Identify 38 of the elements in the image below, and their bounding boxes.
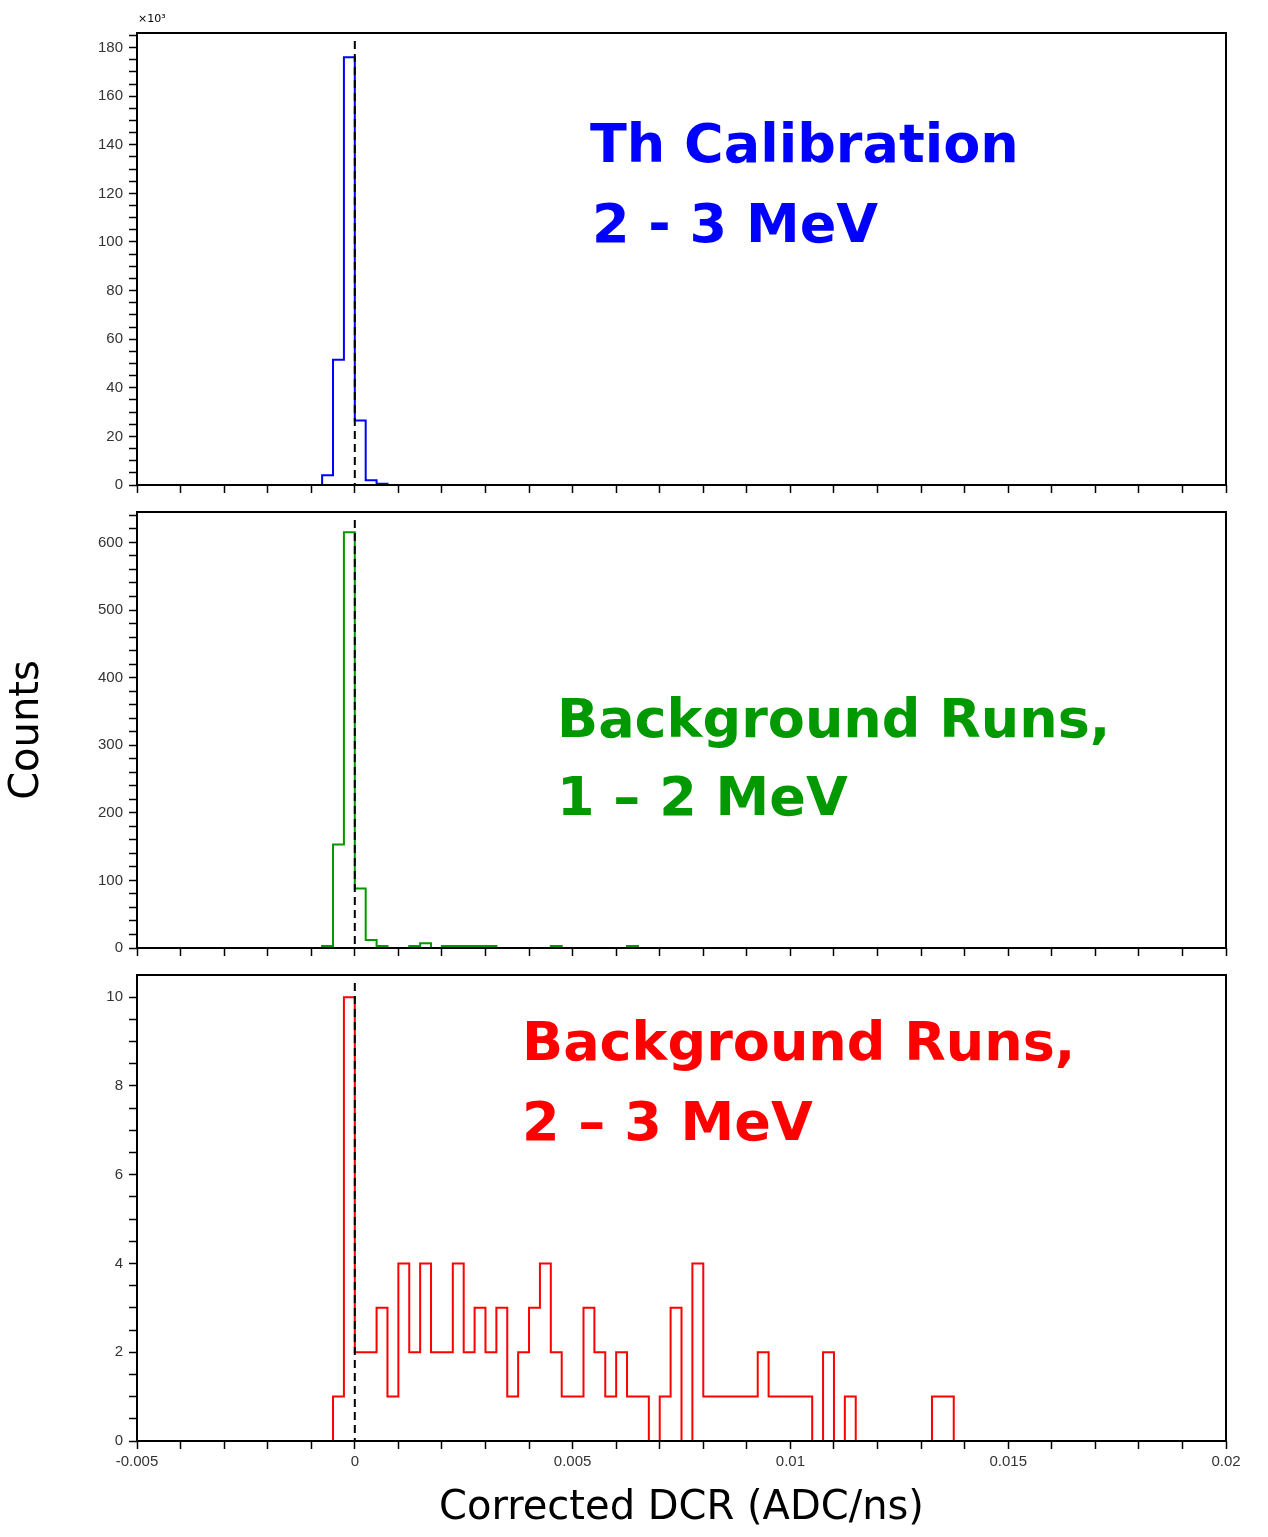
y-tick-label: 180 xyxy=(97,37,123,55)
y-tick-label: 160 xyxy=(97,86,123,104)
annotation: 2 - 3 MeV xyxy=(592,192,879,255)
x-tick-label: 0.02 xyxy=(1211,1452,1241,1470)
annotation: Background Runs, xyxy=(522,1010,1076,1073)
y-tick-label: 6 xyxy=(114,1164,123,1182)
y-tick-label: 0 xyxy=(114,938,123,956)
x-tick-label: 0.01 xyxy=(775,1452,805,1470)
y-tick-label: 10 xyxy=(106,987,123,1005)
y-tick-label: 0 xyxy=(114,475,123,493)
x-tick-label: -0.005 xyxy=(115,1452,159,1470)
annotation: Background Runs, xyxy=(557,687,1111,750)
y-tick-label: 40 xyxy=(106,377,123,395)
y-tick-label: 80 xyxy=(106,280,123,298)
y-tick-label: 140 xyxy=(97,134,123,152)
y-tick-label: 2 xyxy=(114,1342,123,1360)
y-tick-label: 200 xyxy=(97,802,123,820)
y-tick-label: 600 xyxy=(97,532,123,550)
y-tick-label: 8 xyxy=(114,1076,123,1094)
y-tick-label: 0 xyxy=(114,1431,123,1449)
y-tick-label: 20 xyxy=(106,426,123,444)
y-tick-label: 100 xyxy=(97,232,123,250)
annotation: Th Calibration xyxy=(590,112,1019,175)
x-axis-title: Corrected DCR (ADC/ns) xyxy=(439,1482,924,1529)
x-tick-label: 0.005 xyxy=(553,1452,592,1470)
text: ×10³ xyxy=(138,12,166,25)
y-tick-label: 100 xyxy=(97,870,123,888)
annotation: 2 – 3 MeV xyxy=(522,1090,813,1153)
y-tick-label: 400 xyxy=(97,667,123,685)
x-tick-label: 0.015 xyxy=(989,1452,1027,1470)
annotation: 1 – 2 MeV xyxy=(557,765,848,828)
y-tick-label: 120 xyxy=(97,183,123,201)
y-axis-title: Counts xyxy=(1,660,48,800)
x-tick-label: 0 xyxy=(350,1452,359,1470)
y-tick-label: 500 xyxy=(97,600,123,618)
y-tick-label: 300 xyxy=(97,735,123,753)
y-tick-label: 60 xyxy=(106,329,123,347)
y-tick-label: 4 xyxy=(114,1253,123,1271)
